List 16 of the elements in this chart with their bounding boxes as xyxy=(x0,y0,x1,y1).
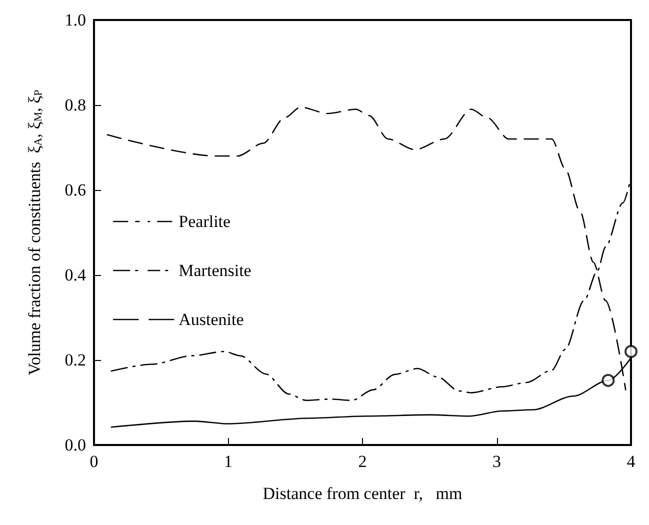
y-tick-label: 0.8 xyxy=(64,96,86,114)
legend-label: Austenite xyxy=(178,310,244,329)
x-tick-label: 1 xyxy=(224,452,232,471)
x-tick-label: 2 xyxy=(358,452,367,471)
legend-label: Martensite xyxy=(178,261,252,280)
x-axis-title: Distance from center r, mm xyxy=(262,484,462,503)
y-tick-label: 0.6 xyxy=(64,180,86,200)
legend-label: Pearlite xyxy=(178,212,231,231)
y-axis-title: Volume fraction of constituents ξA, ξM, ξP xyxy=(25,90,44,376)
y-tick-label: 0.2 xyxy=(64,350,86,370)
x-tick-label: 4 xyxy=(626,452,636,471)
x-tick-label: 0 xyxy=(90,452,98,471)
y-tick-label: 1.0 xyxy=(64,10,86,30)
y-tick-label: 0.4 xyxy=(64,266,86,284)
x-tick-label: 3 xyxy=(492,452,501,471)
y-tick-label: 0.0 xyxy=(64,436,86,454)
